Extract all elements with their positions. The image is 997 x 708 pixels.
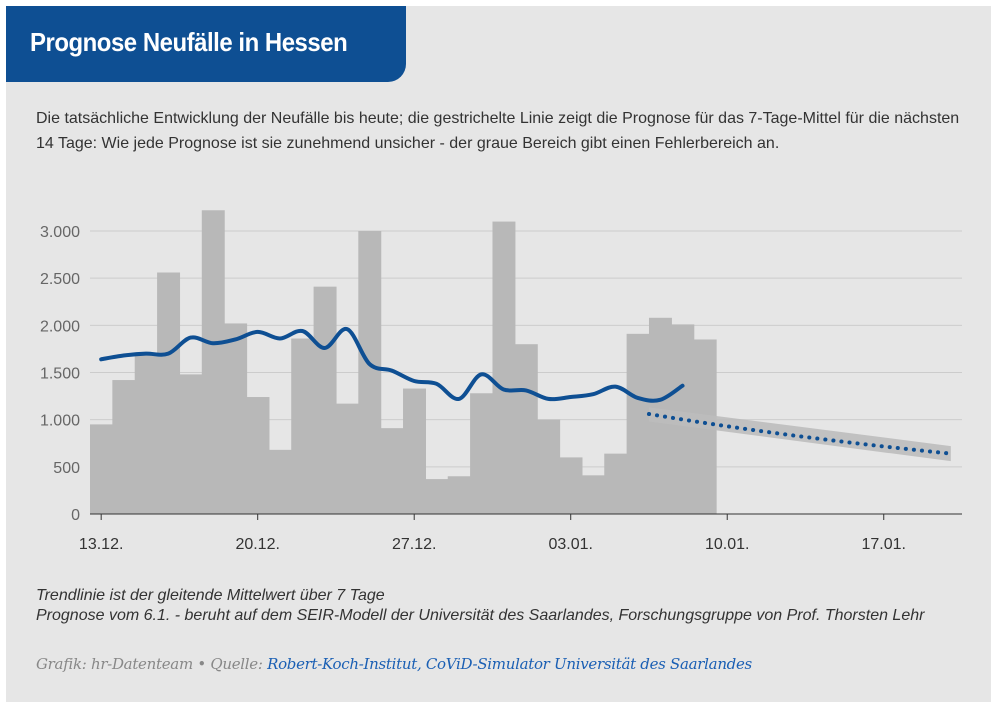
page-title: Prognose Neufälle in Hessen xyxy=(30,27,348,57)
line-series xyxy=(99,327,953,456)
bar-05.01. xyxy=(604,453,628,514)
bar-03.01. xyxy=(559,457,583,514)
x-tick-label: 20.12. xyxy=(235,536,279,553)
x-tick-label: 13.12. xyxy=(79,536,123,553)
bar-16.12. xyxy=(157,272,181,514)
bar-30.12. xyxy=(470,393,494,514)
bar-31.12. xyxy=(492,221,516,515)
bar-15.12. xyxy=(134,355,158,514)
bar-27.12. xyxy=(403,388,426,514)
bar-01.01. xyxy=(514,344,538,514)
bar-21.12. xyxy=(268,449,292,514)
bar-13.12. xyxy=(90,424,113,514)
y-tick-label: 0 xyxy=(71,507,80,524)
axes: 0 500 1.000 1.500 2.000 2.500 3.000 13.12. 20.12… xyxy=(40,224,962,553)
bar-14.12. xyxy=(112,380,136,514)
source-credit: Grafik: hr-Datenteam • Quelle: Robert-Ko… xyxy=(36,655,752,673)
x-tick-label: 03.01. xyxy=(548,536,592,553)
chart-description: Die tatsächliche Entwicklung der Neufäll… xyxy=(36,110,960,152)
x-tick-label: 10.01. xyxy=(705,536,749,553)
forecast-error-band xyxy=(648,407,951,462)
y-tick-label: 2.500 xyxy=(40,271,80,288)
x-tick-label: 17.01. xyxy=(862,536,906,553)
note-forecast: Prognose vom 6.1. - beruht auf dem SEIR-… xyxy=(36,607,925,624)
bar-20.12. xyxy=(246,397,270,514)
bar-19.12. xyxy=(224,323,248,514)
source-prefix: Grafik: hr-Datenteam • Quelle: xyxy=(36,655,268,673)
bar-25.12. xyxy=(358,231,382,514)
x-tick-label: 27.12. xyxy=(392,536,436,553)
y-tick-label: 1.500 xyxy=(40,366,80,383)
bar-17.12. xyxy=(179,374,203,514)
note-trendline: Trendlinie ist der gleitende Mittelwert … xyxy=(36,587,385,604)
title-banner: Prognose Neufälle in Hessen xyxy=(6,6,406,82)
bar-02.01. xyxy=(537,419,561,514)
source-link[interactable]: Robert-Koch-Institut, CoViD-Simulator Un… xyxy=(267,655,752,673)
forecast-band xyxy=(648,407,951,462)
bar-28.12. xyxy=(425,479,449,514)
bar-24.12. xyxy=(335,403,359,514)
trend-line xyxy=(99,327,685,403)
bar-04.01. xyxy=(581,475,605,514)
chart-notes: Trendlinie ist der gleitende Mittelwert … xyxy=(36,586,966,626)
bar-series xyxy=(90,210,717,515)
y-tick-label: 2.000 xyxy=(40,318,80,335)
bar-23.12. xyxy=(313,286,337,514)
bar-29.12. xyxy=(447,476,471,514)
bar-26.12. xyxy=(380,428,404,514)
y-tick-label: 500 xyxy=(53,460,80,477)
bar-22.12. xyxy=(291,338,315,514)
y-tick-label: 3.000 xyxy=(40,224,80,241)
bar-18.12. xyxy=(201,210,225,514)
bar-06.01. xyxy=(626,333,650,514)
forecast-line xyxy=(646,412,953,456)
y-tick-label: 1.000 xyxy=(40,413,80,430)
